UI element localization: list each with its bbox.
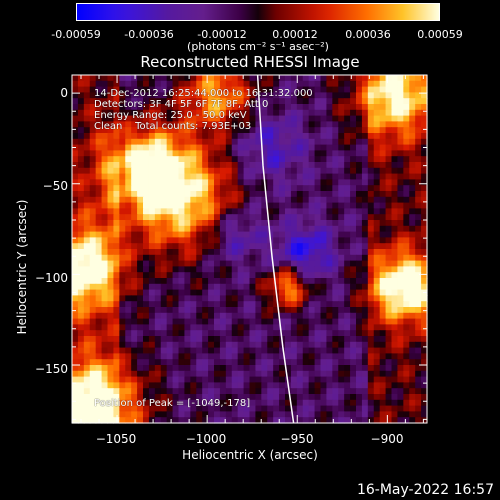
- colorbar: [76, 3, 440, 21]
- chart-title: Reconstructed RHESSI Image: [140, 53, 360, 71]
- heatmap-image: [72, 75, 428, 424]
- colorbar-tick: 0.00036: [345, 28, 391, 41]
- colorbar-tick: 0.00012: [272, 28, 318, 41]
- energy-range-label: Energy Range: 25.0 - 50.0 keV: [94, 110, 247, 121]
- colorbar-tick: 0.00059: [417, 28, 463, 41]
- clean-counts-label: Clean Total counts: 7.93E+03: [94, 121, 252, 132]
- colorbar-tick: -0.00036: [124, 28, 174, 41]
- y-tick-label: −150: [35, 362, 68, 376]
- colorbar-unit: (photons cm⁻² s⁻¹ asec⁻²): [187, 40, 329, 53]
- plot-timestamp: 16-May-2022 16:57: [356, 482, 494, 498]
- time-range-label: 14-Dec-2012 16:25:44.000 to 16:31:32.000: [94, 88, 313, 99]
- colorbar-tick: -0.00059: [51, 28, 101, 41]
- x-tick-label: −1000: [185, 432, 227, 446]
- y-axis-label: Heliocentric Y (arcsec): [15, 199, 29, 335]
- x-tick-label: −900: [370, 432, 404, 446]
- x-tick-label: −950: [280, 432, 314, 446]
- detectors-label: Detectors: 3F 4F 5F 6F 7F 8F, Att 0: [94, 99, 269, 110]
- y-tick-label: 0: [60, 86, 68, 100]
- peak-position-label: Position of Peak = [-1049,-178]: [94, 398, 251, 409]
- colorbar-tick: -0.00012: [197, 28, 247, 41]
- axis-ticks: [72, 74, 427, 423]
- y-tick-label: −100: [35, 271, 68, 285]
- y-tick-label: −50: [42, 179, 68, 193]
- x-tick-label: −1050: [95, 432, 137, 446]
- solar-limb-curve: [256, 74, 295, 424]
- x-axis-label: Heliocentric X (arcsec): [182, 448, 318, 462]
- plot-frame: [71, 74, 428, 424]
